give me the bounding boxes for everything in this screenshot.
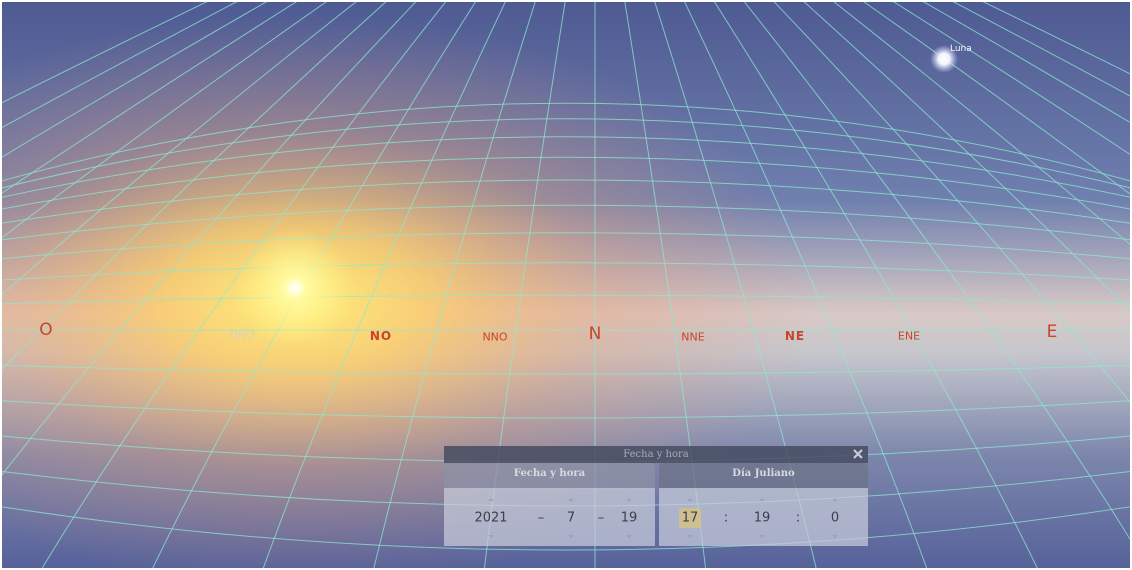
compass-label: E [1046,322,1058,342]
compass-label: ENE [897,329,921,343]
altitude-line [0,506,1132,551]
altitude-line [0,204,1132,241]
year-field[interactable]: 2021 [474,510,508,526]
altitude-line [0,262,1132,281]
date-time-dialog: Fecha y hora Fecha y hora Día Juliano 20… [444,446,868,546]
azimuth-line [0,0,242,130]
compass-label: NE [784,329,806,343]
azimuth-line [801,0,1132,314]
hour-field[interactable]: 17 [681,510,699,526]
azimuth-line [830,0,1132,247]
spin-arrows[interactable] [567,496,575,540]
azimuth-line [742,0,1132,544]
date-panel [444,488,655,546]
moon-label: Luna [950,44,972,54]
compass-label: NNE [681,330,705,344]
dialog-title: Fecha y hora [444,446,868,463]
azimuth-line [0,0,389,373]
spin-arrows[interactable] [487,496,495,540]
azimuth-line [948,0,1132,98]
azimuth-line [771,0,1132,406]
compass-label: NNO [482,330,508,344]
tab-julian[interactable]: Día Juliano [659,463,868,489]
azimuth-line [372,0,537,570]
close-button[interactable] [852,448,864,460]
spin-arrows[interactable] [831,496,839,540]
altitude-line [0,400,1132,419]
date-separator: – [597,510,605,526]
altitude-line [0,179,1132,224]
azimuth-line [0,0,330,240]
sun [235,228,355,348]
azimuth-line [919,0,1132,125]
altitude-line [0,232,1132,260]
time-separator: : [723,510,729,526]
azimuth-line [683,0,928,570]
altitude-line [0,118,1132,189]
altitude-line [0,102,1132,182]
spin-arrows[interactable] [625,496,633,540]
spin-arrows[interactable] [686,496,694,540]
azimuth-line [0,0,301,195]
moon [930,45,958,73]
azimuth-line [0,0,212,105]
day-field[interactable]: 19 [620,510,638,526]
azimuth-line [0,0,360,297]
second-field[interactable]: 0 [830,510,840,526]
compass-label: NO [369,329,393,343]
compass-label: O [39,320,53,340]
azimuth-line [0,0,419,479]
azimuth-line [40,0,448,570]
time-separator: : [795,510,801,526]
altitude-line [0,156,1132,210]
azimuth-line [889,0,1132,157]
azimuth-line [262,0,507,570]
compass-label: ONO [229,328,255,342]
azimuth-line [0,0,271,159]
tab-date[interactable]: Fecha y hora [444,463,655,489]
altitude-line [0,136,1132,199]
minute-field[interactable]: 19 [753,510,771,526]
azimuth-line [712,0,1039,570]
compass-label: N [588,324,602,344]
altitude-line [0,294,1132,305]
altitude-line [0,364,1132,375]
azimuth-line [860,0,1132,197]
field-highlight [679,508,701,528]
spin-arrows[interactable] [758,496,766,540]
month-field[interactable]: 7 [566,510,576,526]
date-separator: – [537,510,545,526]
